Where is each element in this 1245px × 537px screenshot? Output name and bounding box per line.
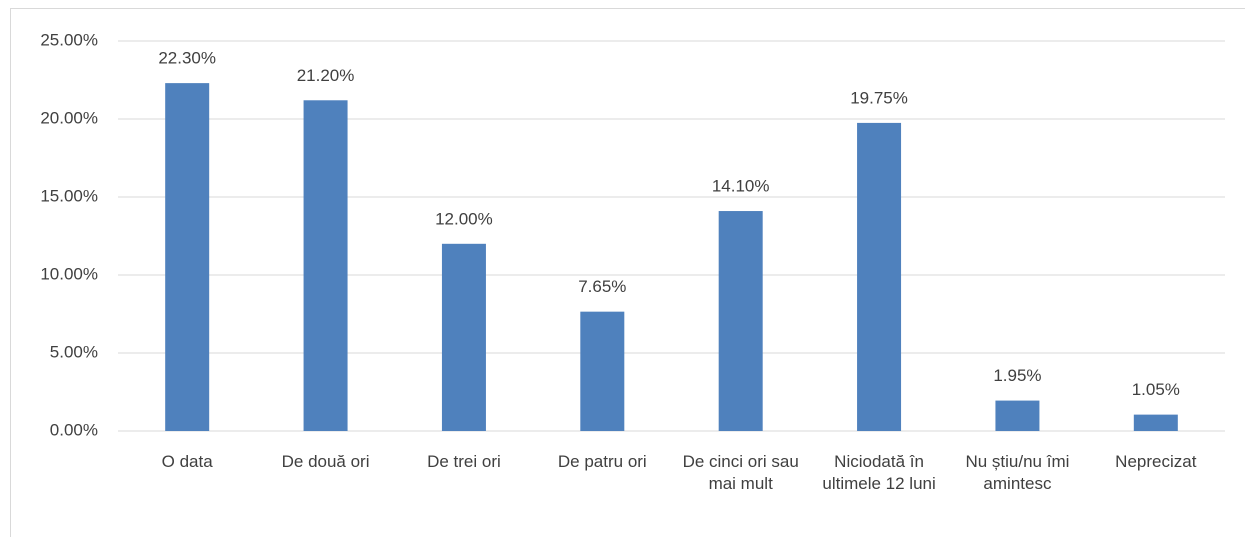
data-label: 1.05% bbox=[1132, 380, 1180, 399]
x-tick-label: De patru ori bbox=[557, 452, 647, 471]
x-tick-label: De cinci ori sau mai mult bbox=[682, 452, 799, 493]
y-tick-label: 25.00% bbox=[40, 30, 98, 49]
y-tick-label: 0.00% bbox=[50, 420, 98, 439]
y-tick-label: 20.00% bbox=[40, 108, 98, 127]
bar bbox=[995, 400, 1040, 431]
data-label: 22.30% bbox=[158, 49, 216, 68]
bar bbox=[580, 311, 625, 431]
bar bbox=[718, 211, 763, 431]
y-tick-label: 10.00% bbox=[40, 264, 98, 283]
y-tick-label: 5.00% bbox=[50, 342, 98, 361]
x-tick-label: O data bbox=[161, 452, 213, 471]
data-label: 21.20% bbox=[297, 66, 355, 85]
data-label: 12.00% bbox=[435, 209, 493, 228]
x-tick-label: De trei ori bbox=[427, 452, 501, 471]
data-label: 14.10% bbox=[712, 177, 770, 196]
bar bbox=[1133, 414, 1178, 431]
bar bbox=[857, 122, 902, 432]
x-tick-label: Nu știu/nu îmi amintesc bbox=[965, 452, 1070, 493]
bar bbox=[441, 243, 486, 431]
data-label: 7.65% bbox=[578, 277, 626, 296]
data-label: 1.95% bbox=[993, 366, 1041, 385]
chart-frame bbox=[10, 8, 1245, 537]
y-tick-label: 15.00% bbox=[40, 186, 98, 205]
x-tick-label: De două ori bbox=[281, 452, 370, 471]
x-tick-label: Neprecizat bbox=[1115, 452, 1197, 471]
bar bbox=[165, 83, 210, 432]
data-label: 19.75% bbox=[850, 88, 908, 107]
bar bbox=[303, 100, 348, 431]
x-tick-label: Niciodată în ultimele 12 luni bbox=[822, 452, 936, 493]
